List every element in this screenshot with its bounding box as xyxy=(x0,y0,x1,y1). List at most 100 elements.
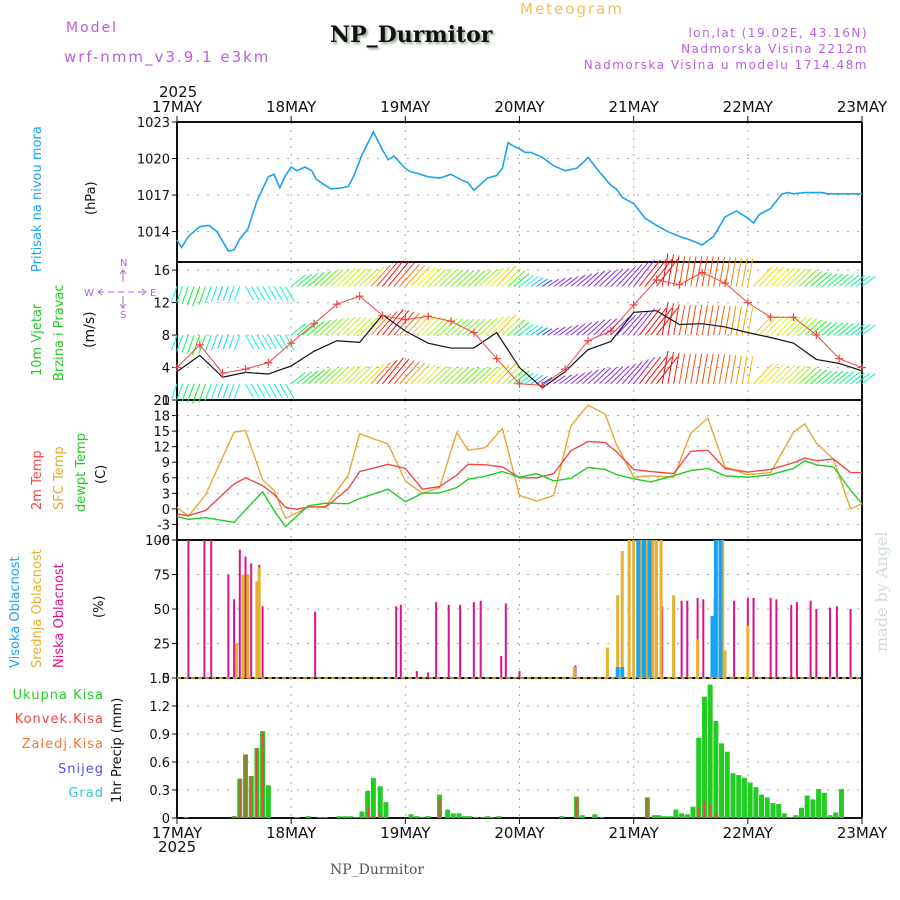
wind-vector xyxy=(296,322,313,336)
wind-vector xyxy=(821,370,838,385)
wind-vector xyxy=(844,371,860,385)
precip-bar-total xyxy=(810,799,816,818)
year-top: 2025 xyxy=(159,83,198,101)
panel-pressure: 1014 1017 1020 1023 xyxy=(137,116,863,262)
wind-vector xyxy=(330,317,350,336)
wind-vector xyxy=(821,322,838,336)
wind-vector xyxy=(764,315,785,336)
wind-vector xyxy=(570,372,586,385)
wind-vector xyxy=(633,356,656,385)
wind-vector xyxy=(747,307,754,336)
y-tick-label: 9 xyxy=(162,456,170,471)
wind-vector xyxy=(307,271,325,287)
wind-vector xyxy=(661,350,669,384)
wind-vector xyxy=(217,286,224,301)
y-tick-label: 1017 xyxy=(137,189,170,204)
cloud-bar-low xyxy=(435,602,438,678)
x-tick-label-bottom: 18MAY xyxy=(266,824,317,842)
wind-vector xyxy=(650,307,673,336)
wind-vector xyxy=(347,317,367,336)
cloud-bar-low xyxy=(472,602,475,678)
cloud-bar-low xyxy=(500,655,503,678)
wind-vector xyxy=(450,367,469,385)
cloud-bar-low xyxy=(835,606,838,678)
wind-vector xyxy=(576,273,593,287)
wind-vector xyxy=(307,320,325,336)
wind-vector xyxy=(547,278,559,287)
wind-vector xyxy=(816,273,832,287)
cloud-bar-low xyxy=(210,540,213,678)
wind-vector xyxy=(170,286,178,302)
gust-marker xyxy=(401,315,410,324)
x-tick-label-top: 23MAY xyxy=(837,98,888,116)
wind-vector xyxy=(370,264,392,287)
cloud-bar-low xyxy=(261,606,264,678)
cloud-bar-low xyxy=(447,604,450,678)
wind-vector xyxy=(217,383,224,398)
precip-bar-total xyxy=(707,684,713,818)
y-tick-label: 0.9 xyxy=(149,728,170,743)
y-tick-label: 12 xyxy=(153,297,170,312)
wind-vector xyxy=(330,366,350,385)
wind-vector xyxy=(198,383,207,403)
wind-vector xyxy=(347,365,367,385)
wind-vector xyxy=(484,365,504,385)
wind-vector xyxy=(673,255,680,287)
gust-marker xyxy=(743,298,752,307)
precip-bar-total xyxy=(450,813,456,818)
precip-bar-total xyxy=(183,817,189,818)
wind-vector xyxy=(228,286,235,302)
gust-marker xyxy=(173,363,181,372)
wind-vector xyxy=(496,314,517,336)
wind-vector xyxy=(519,275,534,287)
wind-vector xyxy=(456,318,475,336)
wind-vector xyxy=(273,286,283,301)
wind-vector xyxy=(599,366,618,385)
wind-vector xyxy=(547,327,559,336)
model-elevation-label: Nadmorska Visina u modelu 1714.48m xyxy=(583,58,868,72)
wind-vector xyxy=(753,314,773,336)
precip-bar-total xyxy=(651,815,657,818)
y-tick-label: 16 xyxy=(153,264,170,279)
wind-vector xyxy=(667,351,675,384)
compass-n: N xyxy=(120,258,128,269)
wind-vector xyxy=(496,363,517,385)
wind-vector xyxy=(707,353,714,384)
wind-vector xyxy=(770,364,790,385)
gust-marker xyxy=(355,292,364,301)
gust-marker xyxy=(789,313,798,322)
wind-vector xyxy=(313,270,331,287)
gust-marker xyxy=(606,327,615,335)
precip-bar-total xyxy=(348,816,354,818)
sfc-temp-line xyxy=(176,404,863,520)
wind-vector xyxy=(285,383,295,400)
footer-station: NP_Durmitor xyxy=(330,862,425,878)
wind-vector xyxy=(593,318,612,336)
precip-bar-total xyxy=(798,807,804,818)
wind-vector xyxy=(530,277,544,287)
wind-vector xyxy=(656,307,679,336)
precip-bar-total xyxy=(425,816,431,818)
precip-bar-total xyxy=(833,812,839,818)
wind-vector xyxy=(490,266,511,287)
precip-bar-convective xyxy=(709,804,712,818)
wind-vector xyxy=(484,316,504,336)
wind-vector xyxy=(758,315,779,336)
wind-vector xyxy=(810,369,827,385)
wind-vector xyxy=(718,305,725,336)
elevation-label: Nadmorska Visina 2212m xyxy=(681,42,868,56)
wind-vector xyxy=(433,366,452,385)
year-bottom: 2025 xyxy=(158,838,197,856)
wind-vector xyxy=(450,270,469,287)
wind-vector xyxy=(673,352,680,384)
wind-vector xyxy=(181,334,189,353)
y-tick-label: 8 xyxy=(162,329,170,344)
wind-vector xyxy=(638,356,661,385)
wind-vector xyxy=(861,373,876,385)
wind-vector xyxy=(861,324,876,336)
wind-vector xyxy=(644,259,667,287)
gust-marker xyxy=(469,328,478,337)
precip-bar-total xyxy=(787,817,793,818)
wind-vector xyxy=(616,363,636,385)
wind-vector xyxy=(222,334,229,350)
